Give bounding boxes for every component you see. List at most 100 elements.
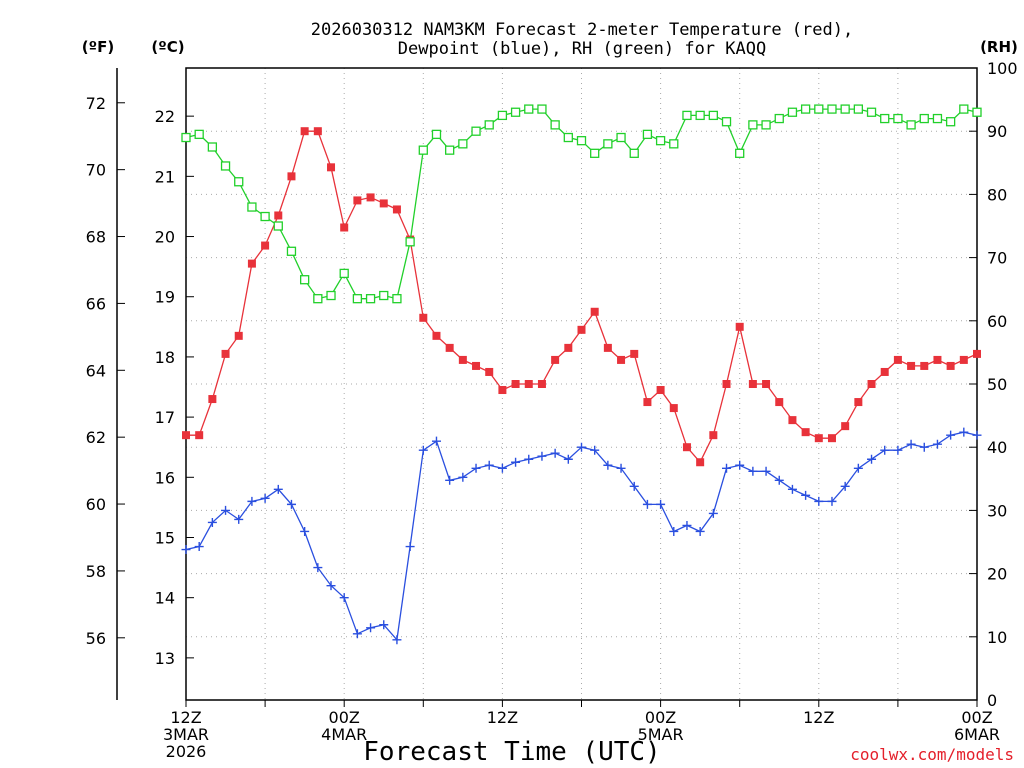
celsius-tick-label: 16 — [155, 468, 175, 487]
2-meter-temperature-point — [841, 422, 850, 431]
rh-point — [682, 110, 692, 121]
rh-point — [313, 294, 323, 304]
rh-tick-label: 40 — [987, 438, 1007, 457]
time-tick-label: 6MAR — [954, 725, 1000, 744]
rh-point — [576, 136, 587, 146]
time-tick-label: 00Z — [961, 708, 992, 727]
dewpoint-point — [234, 514, 244, 524]
2-meter-temperature-point — [221, 349, 230, 358]
dewpoint-point — [260, 493, 270, 503]
dewpoint-point — [801, 490, 811, 500]
2-meter-temperature-point — [195, 431, 204, 440]
2-meter-temperature-point — [933, 355, 942, 364]
time-tick-label: 12Z — [170, 708, 201, 727]
rh-point — [708, 110, 718, 121]
2-meter-temperature-point — [867, 380, 876, 388]
rh-point — [590, 148, 600, 158]
dewpoint-point — [867, 454, 877, 464]
rh-point — [959, 104, 969, 114]
2-meter-temperature-point — [432, 331, 441, 340]
dewpoint-point — [577, 442, 586, 452]
celsius-tick-label: 19 — [155, 288, 175, 307]
2-meter-temperature-point — [748, 380, 757, 388]
dewpoint-point — [774, 475, 784, 485]
2-meter-temperature-point — [669, 404, 678, 413]
2-meter-temperature-point — [327, 163, 336, 172]
fahrenheit-tick-label: 64 — [86, 361, 106, 380]
rh-tick-label: 90 — [987, 122, 1007, 141]
2-meter-temperature-point — [300, 127, 309, 136]
2-meter-temperature-point — [696, 458, 705, 467]
2-meter-temperature-point — [287, 172, 296, 181]
rh-point — [273, 221, 283, 231]
celsius-tick-label: 18 — [155, 348, 175, 367]
rh-point — [774, 113, 784, 124]
2-meter-temperature-point — [722, 380, 731, 388]
fahrenheit-tick-label: 70 — [86, 161, 106, 180]
2-meter-temperature-point — [353, 196, 362, 205]
rh-point — [181, 132, 191, 143]
dewpoint-point — [880, 445, 890, 455]
fahrenheit-tick-label: 68 — [86, 228, 106, 247]
rh-point — [827, 104, 837, 114]
dewpoint-point — [906, 439, 916, 449]
dewpoint-point — [972, 430, 982, 440]
2-meter-temperature-point — [893, 355, 902, 364]
2-meter-temperature-point — [643, 398, 652, 407]
rh-point — [431, 129, 442, 140]
2-meter-temperature-point — [801, 428, 810, 437]
rh-point — [260, 211, 270, 222]
2-meter-temperature-point — [590, 307, 599, 316]
dewpoint-point — [418, 445, 428, 455]
rh-point — [735, 148, 745, 158]
dewpoint-point — [247, 496, 257, 506]
2-meter-temperature-point — [537, 380, 546, 388]
rh-point — [194, 129, 204, 140]
rh-tick-label: 50 — [987, 375, 1007, 394]
2-meter-temperature-point — [880, 367, 889, 376]
rh-tick-label: 0 — [987, 691, 997, 710]
dewpoint-point — [221, 505, 231, 515]
2-meter-temperature-point — [340, 223, 349, 232]
rh-tick-label: 80 — [987, 185, 1007, 204]
fahrenheit-tick-label: 66 — [86, 294, 106, 313]
dewpoint-point — [286, 499, 296, 509]
dewpoint-point — [629, 481, 639, 491]
2-meter-temperature-point — [617, 355, 626, 364]
2-meter-temperature-point — [788, 416, 797, 425]
2-meter-temperature-point — [709, 431, 718, 440]
rh-point — [365, 294, 376, 304]
rh-point — [655, 136, 666, 146]
dewpoint-point — [313, 563, 323, 573]
dewpoint-point — [524, 454, 534, 464]
rh-point — [299, 275, 310, 285]
2-meter-temperature-point — [827, 434, 836, 443]
dewpoint-point — [181, 545, 191, 555]
dewpoint-point — [511, 457, 521, 467]
time-tick-label: 00Z — [645, 708, 676, 727]
2-meter-temperature-point — [854, 398, 863, 407]
dewpoint-point — [761, 466, 771, 476]
2-meter-temperature-point — [379, 199, 388, 208]
rh-point — [840, 104, 850, 114]
rh-point — [616, 132, 626, 143]
rh-point — [326, 290, 336, 301]
rh-point — [510, 107, 521, 117]
fahrenheit-tick-label: 60 — [86, 495, 106, 514]
2-meter-temperature-point — [577, 325, 586, 334]
celsius-tick-label: 20 — [155, 228, 175, 247]
2-meter-temperature-point — [472, 361, 481, 370]
2-meter-temperature-point — [511, 380, 520, 388]
dewpoint-point — [590, 445, 600, 455]
fahrenheit-tick-label: 72 — [86, 94, 106, 113]
rh-point — [932, 113, 943, 124]
time-tick-label: 5MAR — [638, 725, 684, 744]
dewpoint-point — [827, 496, 837, 506]
dewpoint-point — [458, 472, 468, 482]
rh-point — [352, 294, 363, 304]
fahrenheit-tick-label: 56 — [86, 629, 106, 648]
axes — [116, 67, 978, 707]
celsius-tick-label: 13 — [155, 649, 175, 668]
rh-point — [247, 202, 257, 212]
